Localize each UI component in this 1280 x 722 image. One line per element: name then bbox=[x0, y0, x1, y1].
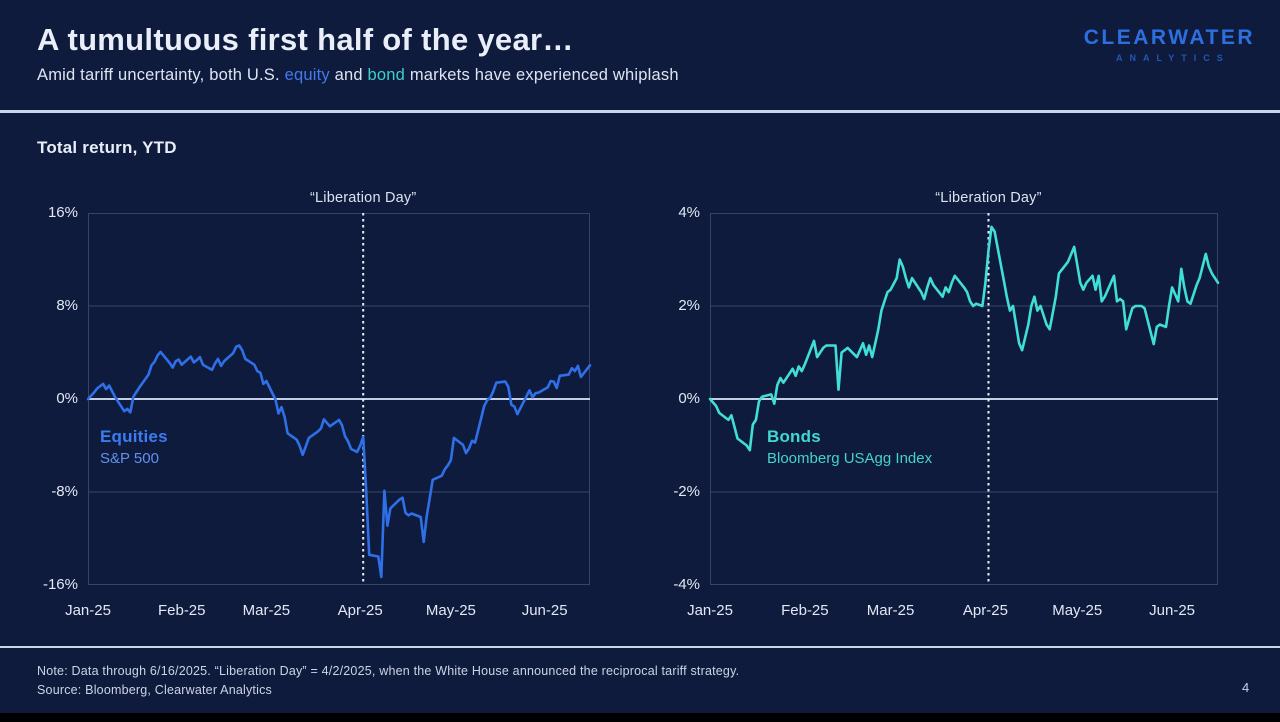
bonds-series-sublabel: Bloomberg USAgg Index bbox=[767, 450, 933, 467]
page-subtitle: Amid tariff uncertainty, both U.S. equit… bbox=[37, 66, 679, 85]
clearwater-analytics-logo: CLEARWATER ANALYTICS bbox=[1084, 26, 1255, 63]
equities-chart: “Liberation Day” Equities S&P 500 16% 8% 0… bbox=[43, 190, 592, 619]
x-axis-tick-label: May-25 bbox=[425, 602, 476, 619]
y-axis-tick-label: -2% bbox=[673, 483, 700, 500]
footnote: Note: Data through 6/16/2025. “Liberatio… bbox=[37, 664, 740, 678]
subtitle-text: and bbox=[329, 66, 368, 84]
subtitle-equity-highlight: equity bbox=[284, 66, 330, 84]
chart-section-label: Total return, YTD bbox=[37, 138, 177, 157]
y-axis-tick-label: 0% bbox=[678, 390, 700, 407]
y-axis-tick-label: 16% bbox=[47, 204, 78, 221]
x-axis-tick-label: May-25 bbox=[1052, 602, 1103, 619]
y-axis-tick-label: -8% bbox=[51, 483, 78, 500]
header-divider bbox=[0, 110, 1280, 113]
chart-canvas bbox=[708, 213, 1220, 585]
subtitle-text: markets have experienced whiplash bbox=[405, 66, 679, 84]
x-axis-tick-label: Feb-25 bbox=[781, 602, 829, 619]
logo-subwordmark: ANALYTICS bbox=[1116, 53, 1230, 63]
subtitle-bond-highlight: bond bbox=[367, 66, 406, 84]
y-axis-tick-label: -4% bbox=[673, 576, 700, 593]
equities-series-label: Equities bbox=[100, 427, 168, 446]
x-axis-tick-label: Jun-25 bbox=[1149, 602, 1196, 619]
page-title: A tumultuous first half of the year… bbox=[37, 22, 574, 57]
y-axis-tick-label: 8% bbox=[56, 297, 78, 314]
page-number: 4 bbox=[1242, 680, 1250, 695]
x-axis-tick-label: Jun-25 bbox=[521, 602, 568, 619]
liberation-day-annotation: “Liberation Day” bbox=[310, 190, 417, 206]
chart-canvas bbox=[86, 213, 592, 585]
bonds-series-label: Bonds bbox=[767, 427, 821, 446]
liberation-day-annotation: “Liberation Day” bbox=[935, 190, 1042, 206]
y-axis-tick-label: 4% bbox=[678, 204, 700, 221]
bonds-chart: “Liberation Day” Bonds Bloomberg USAgg I… bbox=[673, 190, 1220, 619]
x-axis-tick-label: Jan-25 bbox=[687, 602, 733, 619]
series-line bbox=[86, 344, 592, 579]
footer-divider bbox=[0, 646, 1280, 648]
bottom-edge-bar bbox=[0, 713, 1280, 722]
subtitle-text: Amid tariff uncertainty, both U.S. bbox=[37, 66, 285, 84]
y-axis-tick-label: 2% bbox=[678, 297, 700, 314]
y-axis-tick-label: -16% bbox=[42, 576, 78, 593]
x-axis-tick-label: Mar-25 bbox=[866, 602, 915, 619]
x-axis-tick-label: Mar-25 bbox=[242, 602, 291, 619]
x-axis-tick-label: Feb-25 bbox=[157, 602, 206, 619]
logo-wordmark: CLEARWATER bbox=[1083, 26, 1255, 49]
y-axis-tick-label: 0% bbox=[56, 390, 78, 407]
source-note: Source: Bloomberg, Clearwater Analytics bbox=[37, 683, 272, 697]
equities-series-sublabel: S&P 500 bbox=[100, 450, 159, 467]
x-axis-tick-label: Apr-25 bbox=[337, 602, 383, 619]
series-line bbox=[708, 225, 1220, 452]
x-axis-tick-label: Jan-25 bbox=[65, 602, 111, 619]
x-axis-tick-label: Apr-25 bbox=[962, 602, 1008, 619]
